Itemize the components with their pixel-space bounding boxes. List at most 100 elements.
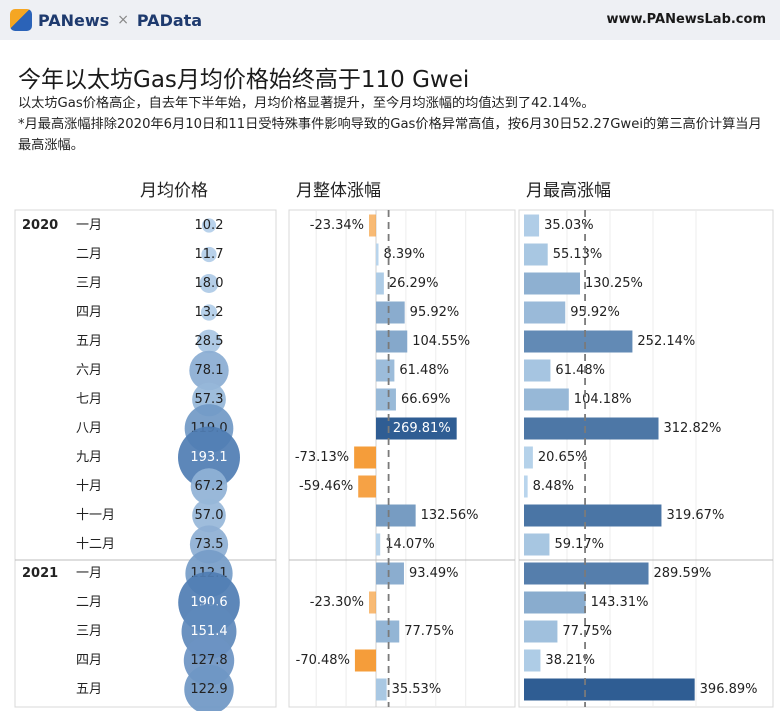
overall-change-bar: [376, 301, 405, 324]
overall-change-bar: [354, 649, 376, 672]
overall-change-label: 35.53%: [392, 682, 442, 697]
overall-change-bar: [369, 214, 376, 237]
overall-change-label: 93.49%: [409, 566, 459, 581]
overall-change-label: -23.34%: [310, 218, 364, 233]
avg-price-label: 67.2: [195, 479, 224, 494]
max-change-label: 38.21%: [545, 653, 595, 668]
month-label: 六月: [76, 363, 102, 378]
brand-panews: PANews: [38, 10, 110, 30]
month-label: 二月: [76, 247, 102, 262]
column-header-overall-change: 月整体涨幅: [296, 181, 381, 201]
avg-price-bubble: [189, 350, 229, 391]
avg-price-label: 73.5: [195, 537, 224, 552]
max-change-bar: [524, 678, 695, 701]
overall-change-bar: [376, 562, 404, 585]
chart-title: 今年以太坊Gas月均价格始终高于110 Gwei: [18, 67, 470, 93]
overall-change-label: 269.81%: [393, 421, 451, 436]
overall-change-label: 8.39%: [384, 247, 425, 262]
month-label: 二月: [76, 595, 102, 610]
month-label: 五月: [76, 334, 102, 349]
overall-change-bar: [376, 533, 381, 556]
avg-price-label: 13.2: [195, 305, 224, 320]
month-label: 十二月: [76, 537, 115, 552]
month-label: 四月: [76, 653, 102, 668]
max-change-label: 95.92%: [570, 305, 620, 320]
month-label: 十月: [76, 479, 102, 494]
month-label: 九月: [76, 450, 102, 465]
month-label: 七月: [76, 392, 102, 407]
overall-change-label: 132.56%: [421, 508, 479, 523]
overall-change-bar: [376, 272, 384, 295]
max-change-label: 143.31%: [591, 595, 649, 610]
avg-price-label: 10.2: [195, 218, 224, 233]
header-bar: PANews × PAData www.PANewsLab.com: [0, 0, 780, 40]
avg-price-label: 151.4: [190, 624, 227, 639]
overall-change-label: 14.07%: [385, 537, 435, 552]
avg-price-bubble: [201, 218, 217, 233]
overall-change-label: 95.92%: [410, 305, 460, 320]
brand: PANews × PAData: [10, 8, 202, 32]
max-change-bar: [524, 272, 581, 295]
avg-price-label: 28.5: [195, 334, 224, 349]
overall-change-label: 66.69%: [401, 392, 451, 407]
overall-change-label: -23.30%: [310, 595, 364, 610]
max-change-label: 77.75%: [562, 624, 612, 639]
max-change-label: 319.67%: [666, 508, 724, 523]
avg-price-label: 57.3: [195, 392, 224, 407]
max-change-bar: [524, 562, 649, 585]
avg-price-bubble: [178, 426, 240, 489]
chart-subtitle: 以太坊Gas价格高企，自去年下半年始，月均价格显著提升，至今月均涨幅的均值达到了…: [18, 93, 768, 156]
max-change-label: 252.14%: [637, 334, 695, 349]
overall-change-bar: [376, 417, 457, 440]
avg-price-bubble: [192, 498, 226, 533]
avg-price-label: 78.1: [195, 363, 224, 378]
max-change-bar: [524, 301, 566, 324]
avg-price-bubble: [201, 246, 217, 263]
avg-price-bubble: [199, 274, 219, 293]
avg-price-bubble: [184, 664, 234, 711]
max-change-bar: [524, 359, 551, 382]
panel-overall-frame: [288, 209, 516, 708]
avg-price-label: 193.1: [190, 450, 227, 465]
avg-price-label: 57.0: [195, 508, 224, 523]
max-change-label: 312.82%: [664, 421, 722, 436]
month-label: 三月: [76, 624, 102, 639]
subtitle-line-2: *月最高涨幅排除2020年6月10日和11日受特殊事件影响导致的Gas价格异常高…: [18, 117, 762, 153]
max-change-bar: [524, 417, 659, 440]
max-change-label: 8.48%: [533, 479, 574, 494]
overall-change-bar: [376, 678, 387, 701]
panews-logo-icon: [10, 9, 32, 31]
column-header-avg-price: 月均价格: [140, 181, 208, 201]
overall-change-label: -73.13%: [295, 450, 349, 465]
max-change-bar: [524, 330, 633, 353]
brand-padata: PAData: [136, 10, 203, 30]
max-change-label: 289.59%: [654, 566, 712, 581]
brand-separator: ×: [117, 12, 129, 28]
overall-change-bar: [376, 330, 408, 353]
year-label: 2020: [22, 218, 58, 233]
overall-change-label: 61.48%: [399, 363, 449, 378]
max-change-bar: [524, 649, 541, 672]
overall-change-label: 104.55%: [412, 334, 470, 349]
subtitle-line-1: 以太坊Gas价格高企，自去年下半年始，月均价格显著提升，至今月均涨幅的均值达到了…: [18, 96, 595, 111]
overall-change-label: -59.46%: [299, 479, 353, 494]
avg-price-label: 18.0: [195, 276, 224, 291]
overall-change-label: -70.48%: [296, 653, 350, 668]
avg-price-bubble: [200, 304, 218, 321]
max-change-label: 20.65%: [538, 450, 588, 465]
max-change-label: 130.25%: [585, 276, 643, 291]
max-change-bar: [524, 620, 558, 643]
overall-change-bar: [358, 475, 376, 498]
overall-change-label: 77.75%: [404, 624, 454, 639]
month-label: 八月: [76, 421, 102, 436]
max-change-label: 396.89%: [700, 682, 758, 697]
month-label: 四月: [76, 305, 102, 320]
overall-change-bar: [354, 446, 376, 469]
overall-change-bar: [376, 388, 396, 411]
max-change-bar: [524, 504, 662, 527]
max-change-bar: [524, 388, 569, 411]
month-label: 一月: [76, 218, 102, 233]
max-change-bar: [524, 214, 540, 237]
month-label: 十一月: [76, 508, 115, 523]
